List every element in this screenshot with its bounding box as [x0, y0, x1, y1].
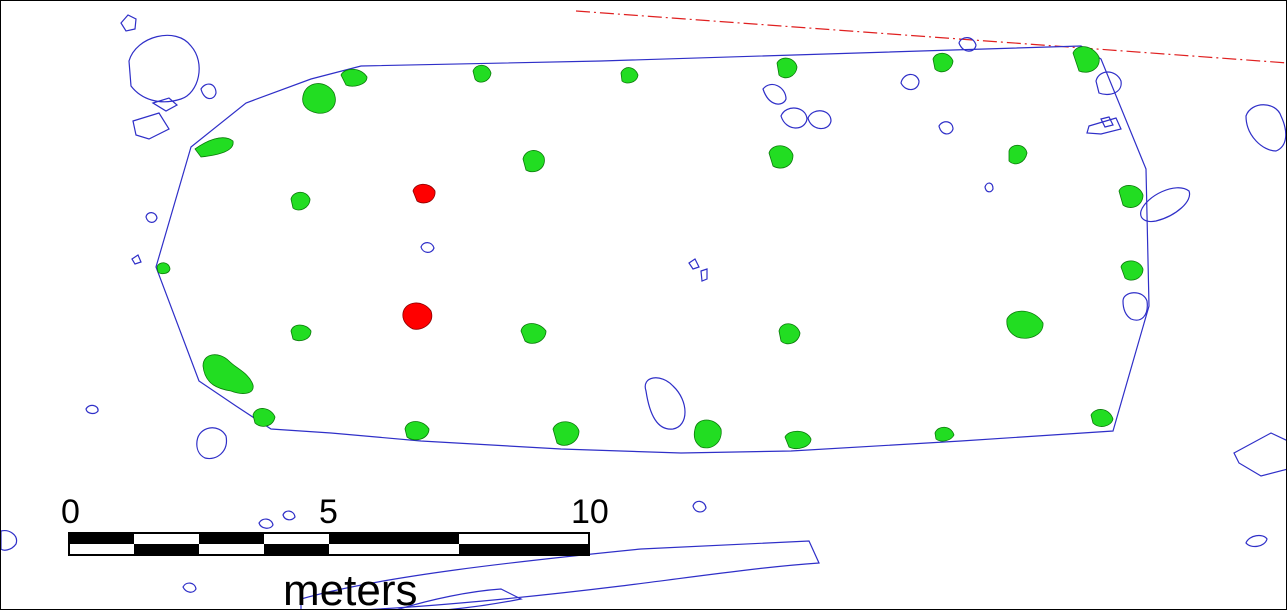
post-hole — [553, 422, 579, 446]
pit-outline — [197, 428, 227, 459]
pit-outline — [985, 183, 993, 192]
post-hole — [341, 69, 367, 86]
pit-outline — [1141, 188, 1190, 222]
post-hole — [523, 150, 544, 171]
pit-outline — [701, 269, 707, 281]
post-hole — [694, 420, 721, 448]
pit-outline — [689, 259, 699, 269]
post-hole — [935, 427, 954, 441]
pit-outline — [781, 108, 807, 128]
pit-outline — [1, 531, 17, 551]
post-hole — [303, 84, 336, 114]
scale-label-0: 0 — [61, 493, 80, 531]
post-hole — [1091, 409, 1113, 426]
highlighted-post-hole — [413, 184, 435, 203]
post-hole — [779, 324, 800, 344]
pit-outline — [645, 378, 685, 429]
pit-outline — [1246, 105, 1286, 151]
scale-bar-segment — [264, 544, 329, 555]
pit-outline — [763, 84, 786, 104]
pit-outline — [132, 255, 141, 264]
highlighted-holes — [403, 184, 435, 329]
pit-outline — [129, 35, 199, 101]
post-hole — [157, 263, 170, 274]
post-hole — [933, 53, 953, 72]
scale-bar-segment — [69, 533, 134, 544]
post-hole — [621, 68, 638, 83]
post-holes — [157, 47, 1143, 449]
post-hole — [195, 138, 233, 157]
post-hole — [1007, 311, 1043, 338]
post-hole — [1119, 185, 1143, 207]
post-hole — [785, 431, 811, 448]
pit-outline — [1096, 72, 1121, 95]
scale-unit-label: meters — [283, 566, 417, 610]
post-hole — [473, 65, 491, 82]
pit-outline — [1234, 433, 1287, 476]
scale-bar-segment — [199, 533, 264, 544]
post-hole — [1009, 145, 1027, 164]
scale-bar-segment — [134, 544, 199, 555]
minor-features — [1, 15, 1287, 610]
post-hole — [253, 408, 275, 426]
pit-outline — [146, 213, 157, 223]
pit-outline — [259, 519, 273, 528]
scale-bar-segment — [459, 544, 589, 555]
post-hole — [521, 324, 546, 344]
highlighted-post-hole — [403, 303, 432, 329]
post-hole — [1121, 261, 1143, 280]
pit-outline — [133, 113, 169, 139]
pit-outline — [421, 243, 434, 253]
pit-outline — [283, 511, 295, 520]
scale-bar-segment — [329, 533, 459, 544]
post-hole — [405, 422, 429, 440]
pit-outline — [1101, 117, 1113, 127]
pit-outline — [201, 84, 216, 99]
pit-outline — [693, 501, 706, 512]
post-hole — [769, 146, 793, 168]
pit-outline — [1246, 536, 1267, 547]
pit-outline — [153, 98, 177, 111]
post-hole — [291, 192, 310, 210]
pit-outline — [121, 15, 136, 31]
post-hole — [1073, 47, 1099, 73]
post-hole — [203, 355, 253, 394]
pit-outline — [901, 74, 919, 89]
pit-outline — [808, 111, 831, 129]
pit-outline — [939, 122, 953, 134]
pit-outline — [86, 405, 98, 413]
pit-outline — [1123, 293, 1147, 320]
scale-bar: 0 5 10 meters — [61, 493, 609, 610]
post-hole — [291, 325, 311, 341]
pit-outline — [183, 583, 196, 592]
scale-label-5: 5 — [319, 493, 338, 531]
post-hole — [777, 58, 797, 78]
boundary-line — [576, 11, 1287, 63]
scale-label-10: 10 — [571, 493, 609, 531]
